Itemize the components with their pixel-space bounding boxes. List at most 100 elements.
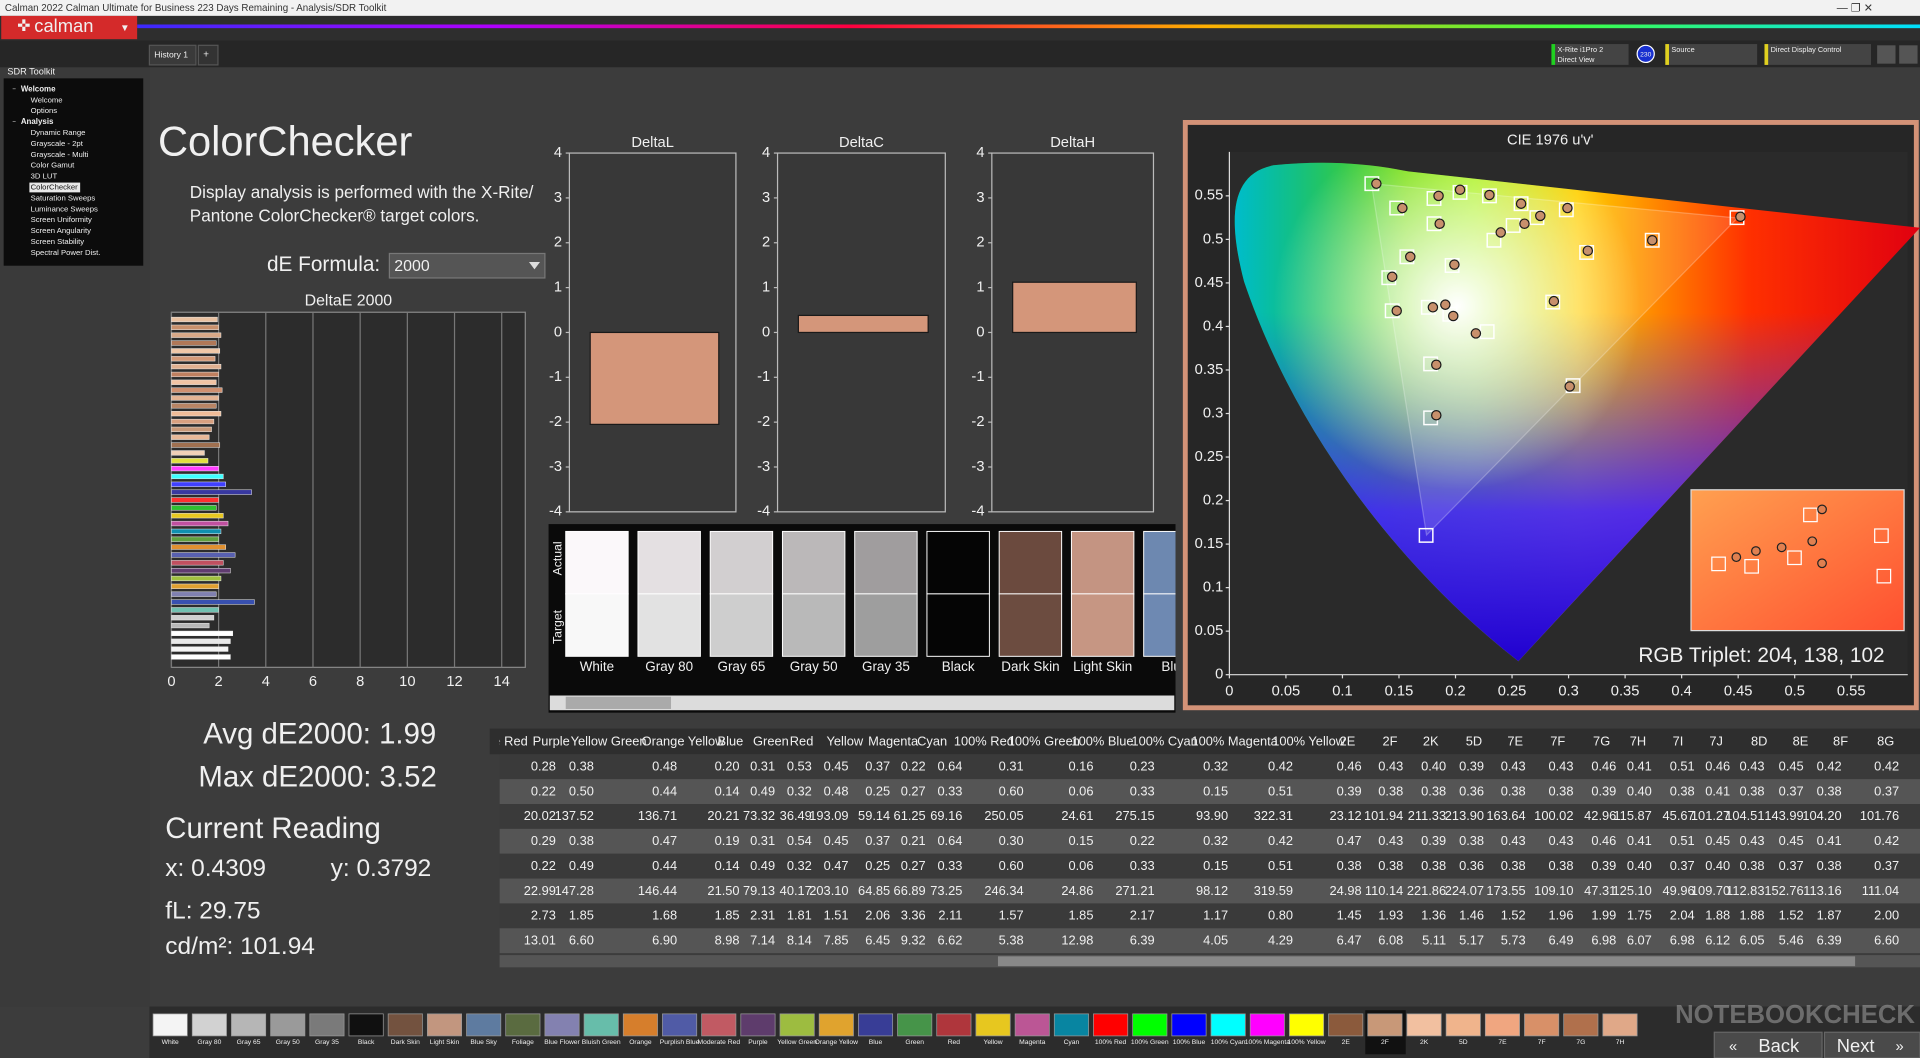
swatch[interactable] <box>426 1013 463 1037</box>
tree-item[interactable]: Dynamic Range <box>31 128 86 137</box>
swatch[interactable] <box>270 1013 306 1037</box>
swatch[interactable] <box>897 1013 933 1037</box>
swatch[interactable] <box>1406 1013 1442 1037</box>
table-cell: 0.32 <box>1203 833 1228 848</box>
table-row <box>499 928 1920 954</box>
swatch[interactable] <box>1289 1013 1325 1037</box>
swatch[interactable] <box>662 1013 698 1037</box>
tree-item[interactable]: Welcome <box>31 95 63 104</box>
tree-item[interactable]: Spectral Power Dist. <box>31 248 101 257</box>
x-tick-label: 12 <box>446 674 462 690</box>
back-button[interactable] <box>1713 1031 1823 1058</box>
watermark: NOTEBOOKCHECK <box>1675 1001 1915 1029</box>
swatch[interactable] <box>505 1013 541 1037</box>
y-tick-label: 2 <box>554 235 562 251</box>
tree-item[interactable]: Luminance Sweeps <box>31 204 98 213</box>
tree-item[interactable]: Screen Angularity <box>31 226 92 235</box>
patch-scroll-thumb[interactable] <box>565 696 672 709</box>
swatch[interactable] <box>1014 1013 1050 1037</box>
table-cell: 1.85 <box>715 908 740 923</box>
swatch[interactable] <box>1563 1013 1599 1037</box>
tree-item[interactable]: Color Gamut <box>31 161 76 170</box>
swatch[interactable] <box>309 1013 345 1037</box>
bar <box>171 552 236 558</box>
swatch-label: Yellow <box>983 1039 1002 1046</box>
swatch[interactable] <box>1171 1013 1207 1037</box>
tab-add[interactable] <box>197 44 219 66</box>
logo-box[interactable] <box>1 15 138 40</box>
target-marker <box>1513 196 1529 212</box>
formula-select[interactable] <box>388 252 546 279</box>
tree-item[interactable]: Grayscale - 2pt <box>31 139 84 148</box>
swatch[interactable] <box>1249 1013 1285 1037</box>
table-cell: 7.14 <box>750 933 775 948</box>
swatch[interactable] <box>936 1013 972 1037</box>
patch-scrollbar[interactable] <box>549 695 1175 711</box>
table-cell: 0.43 <box>1739 833 1764 848</box>
swatch[interactable] <box>1210 1013 1246 1037</box>
swatch[interactable] <box>1445 1013 1481 1037</box>
meter-badge[interactable] <box>1636 44 1655 64</box>
swatch[interactable] <box>740 1013 776 1037</box>
swatch[interactable] <box>818 1013 854 1037</box>
next-button[interactable] <box>1823 1031 1920 1058</box>
swatch[interactable] <box>1093 1013 1129 1037</box>
gamut-triangle <box>1370 182 1739 537</box>
bar <box>171 442 221 448</box>
swatch[interactable] <box>779 1013 815 1037</box>
swatch[interactable] <box>583 1013 619 1037</box>
y-tick-label: -3 <box>549 459 562 475</box>
swatch[interactable] <box>1367 1013 1403 1037</box>
tree-item[interactable]: Options <box>31 106 58 115</box>
swatch[interactable] <box>1524 1013 1560 1037</box>
swatch[interactable] <box>1132 1013 1168 1037</box>
swatch[interactable] <box>622 1013 658 1037</box>
table-scroll-thumb[interactable] <box>997 956 1856 967</box>
x-tick-label: 2 <box>215 674 223 690</box>
chart-title: DeltaC <box>839 135 884 151</box>
table-cell: 69.16 <box>930 808 962 823</box>
y-tick-label: 0.25 <box>1195 449 1224 465</box>
bar <box>171 458 209 464</box>
display-box[interactable] <box>1764 44 1872 65</box>
swatch-label: 7G <box>1576 1039 1585 1046</box>
swatch[interactable] <box>975 1013 1011 1037</box>
table-cell: 0.45 <box>824 759 849 774</box>
meter-box[interactable] <box>1551 44 1629 65</box>
table-cell: 0.38 <box>1378 783 1403 798</box>
tree-item[interactable]: Saturation Sweeps <box>31 193 96 202</box>
swatch[interactable] <box>1328 1013 1364 1037</box>
tree-item[interactable]: Grayscale - Multi <box>31 150 89 159</box>
swatch[interactable] <box>387 1013 423 1037</box>
tree-item[interactable]: Screen Stability <box>31 237 85 246</box>
swatch[interactable] <box>701 1013 737 1037</box>
tree-item[interactable]: Screen Uniformity <box>31 215 92 224</box>
inset-label: RGB Triplet: 204, 138, 102 <box>1638 644 1884 667</box>
swatch[interactable] <box>191 1013 227 1037</box>
settings-button[interactable] <box>1877 45 1896 64</box>
swatch[interactable] <box>858 1013 894 1037</box>
table-cell: 0.64 <box>937 759 962 774</box>
help-button[interactable] <box>1899 45 1918 64</box>
bar <box>171 348 221 354</box>
swatch[interactable] <box>466 1013 502 1037</box>
swatch[interactable] <box>544 1013 580 1037</box>
swatch[interactable] <box>348 1013 384 1037</box>
window-controls[interactable]: — ❐ ✕ <box>1837 2 1873 14</box>
table-cell: 0.38 <box>569 759 594 774</box>
source-box[interactable] <box>1665 44 1758 65</box>
table-cell: 61.25 <box>894 808 926 823</box>
table-cell: 0.38 <box>1501 783 1526 798</box>
tree-item[interactable]: 3D LUT <box>31 172 58 181</box>
swatch[interactable] <box>1484 1013 1520 1037</box>
y-tick-label: 0.55 <box>1195 188 1224 204</box>
swatch[interactable] <box>152 1013 188 1037</box>
swatch[interactable] <box>1602 1013 1638 1037</box>
swatch[interactable] <box>231 1013 267 1037</box>
table-cell: 1.51 <box>824 908 849 923</box>
table-cell: 66.89 <box>894 883 926 898</box>
tree-item[interactable]: ColorChecker <box>31 183 79 192</box>
swatch[interactable] <box>1053 1013 1089 1037</box>
cie-gamut <box>1234 162 1920 662</box>
tab[interactable] <box>148 44 197 66</box>
